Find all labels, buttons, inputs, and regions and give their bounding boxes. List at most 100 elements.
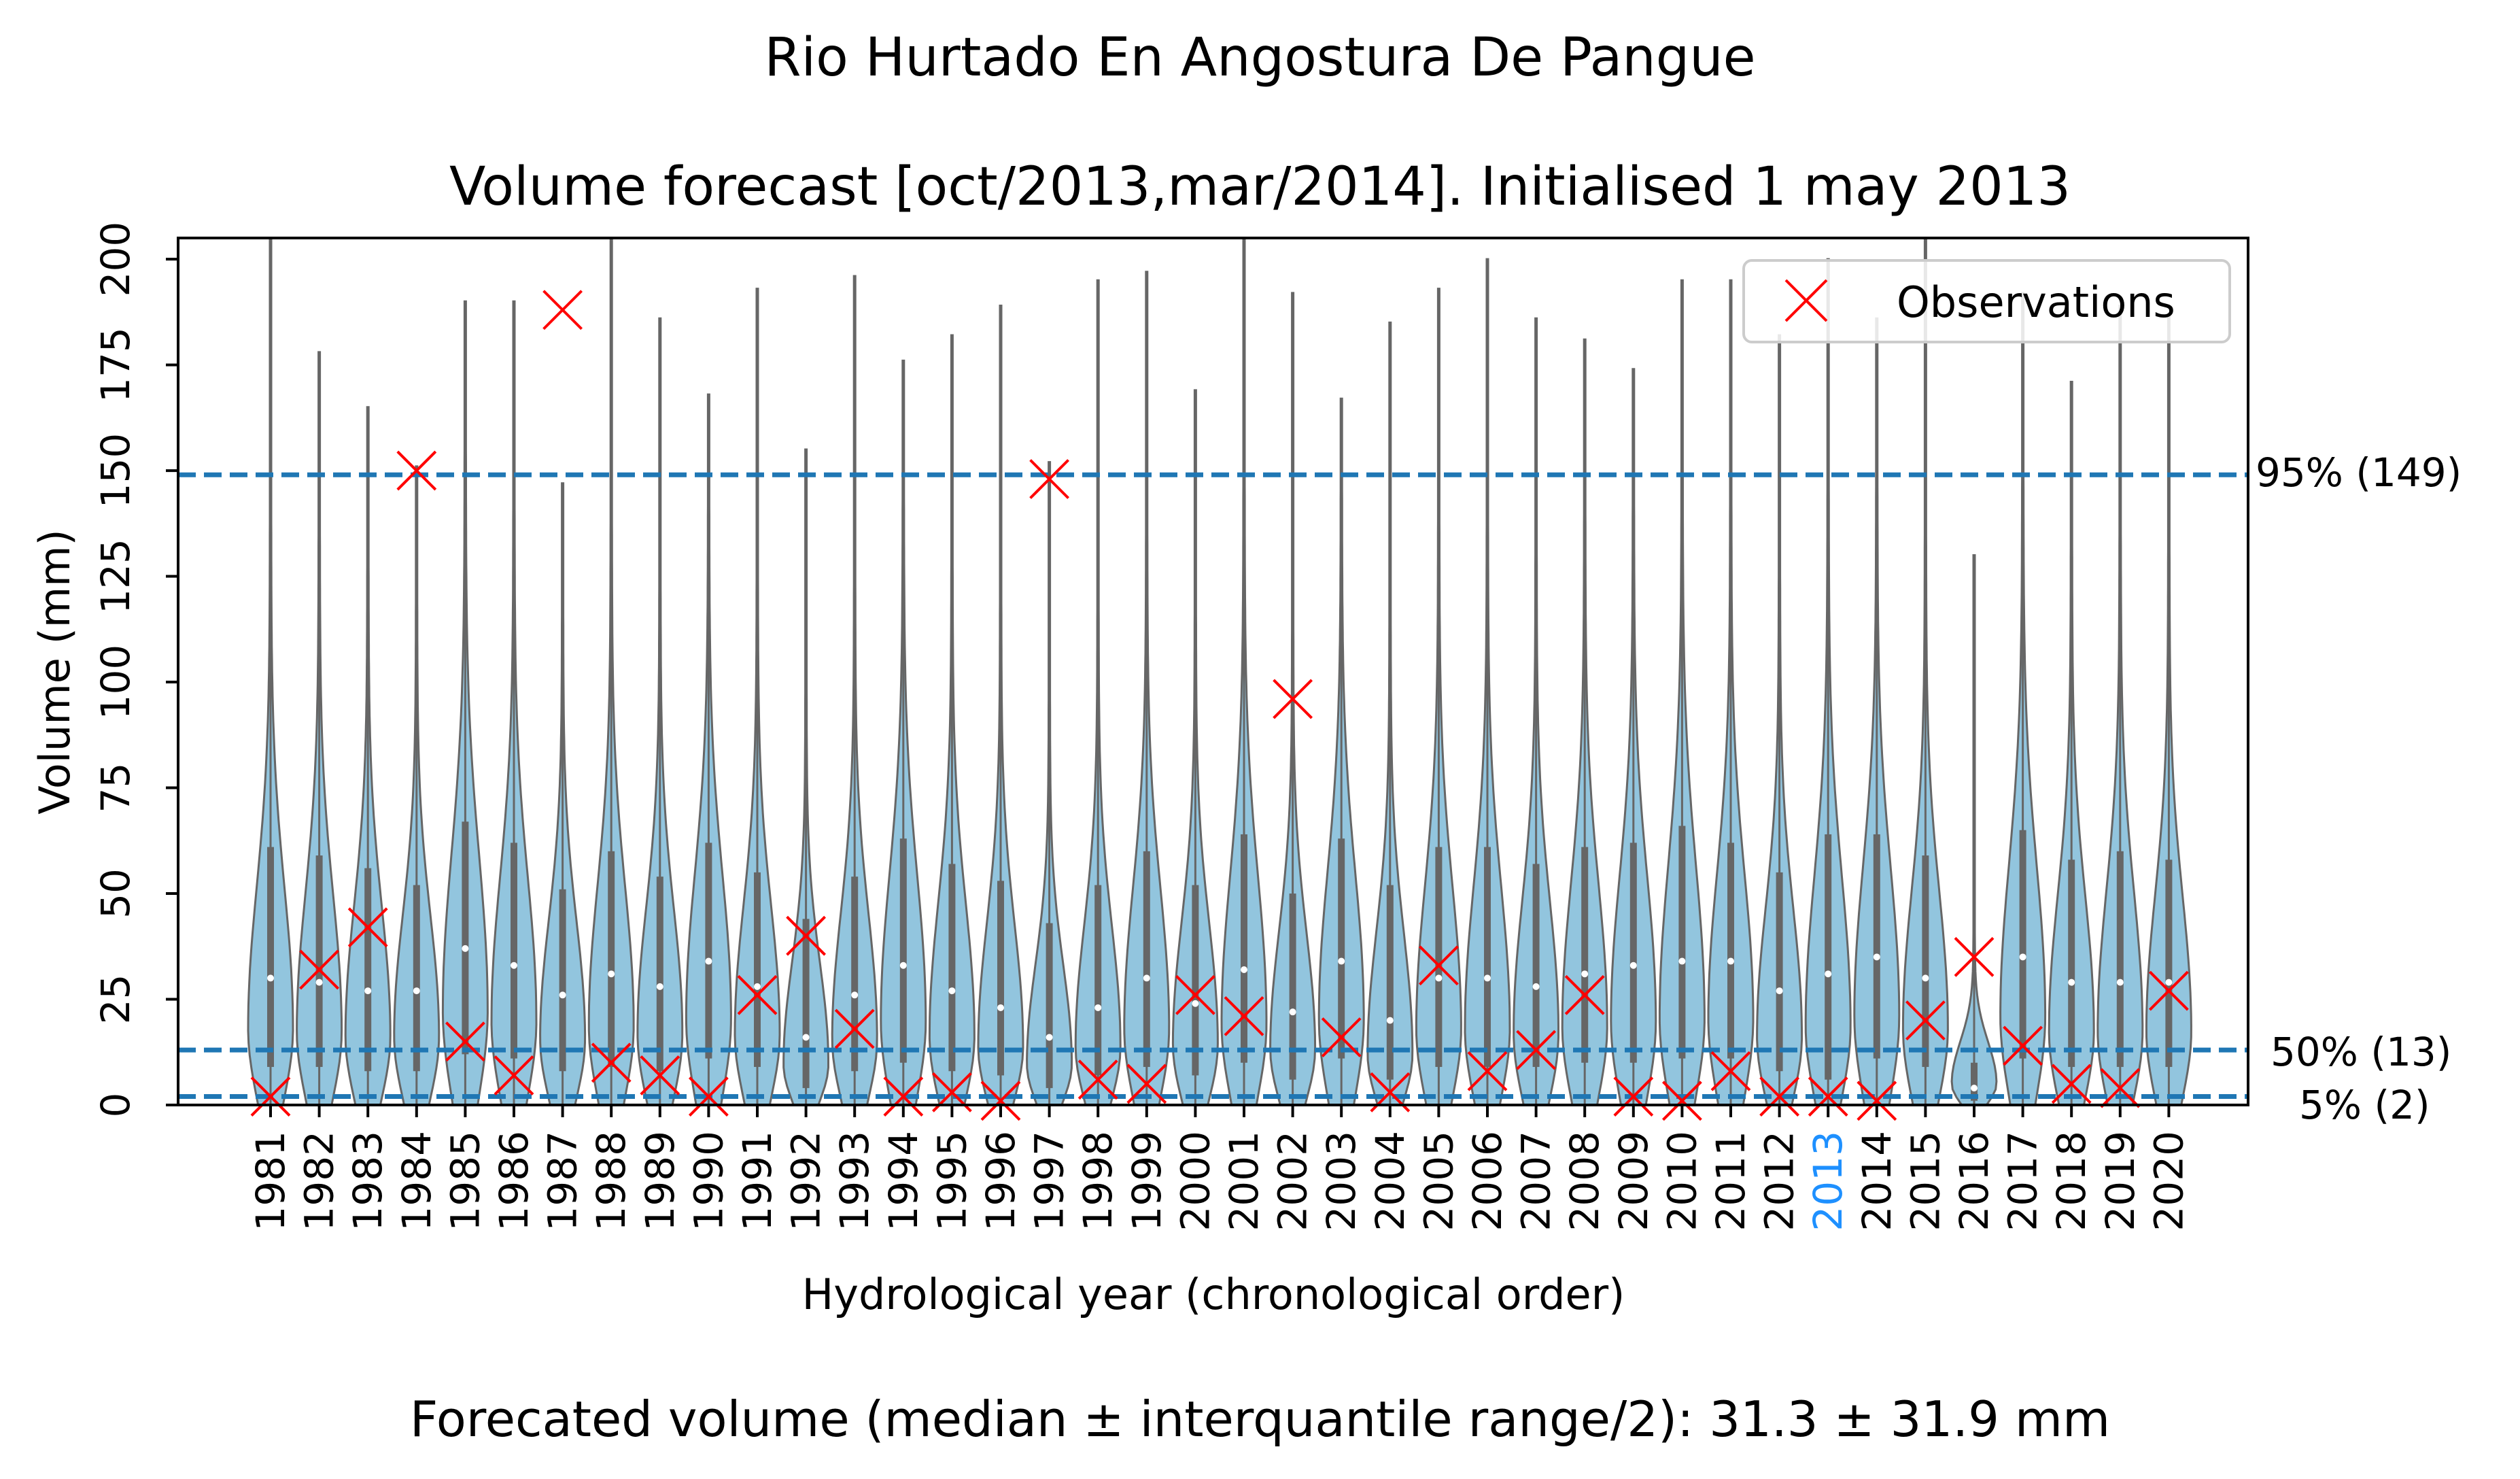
- violin-median: [559, 991, 566, 999]
- x-tick-label-2000: 2000: [1172, 1131, 1218, 1231]
- violin-median: [1825, 970, 1832, 978]
- violin-2013: [1804, 258, 1852, 1106]
- violin-1994: [880, 359, 927, 1106]
- violin-iqr-box: [1727, 843, 1734, 1059]
- x-tick-label-2010: 2010: [1659, 1131, 1705, 1231]
- violin-iqr-box: [1192, 885, 1199, 1076]
- violin-median: [997, 1004, 1004, 1011]
- violin-iqr-box: [705, 843, 712, 1059]
- violin-1984: [393, 465, 441, 1106]
- violin-1998: [1074, 279, 1122, 1106]
- observation-2010: [1661, 1081, 1702, 1121]
- violin-iqr-box: [2019, 830, 2026, 1059]
- x-axis: 1981 1982 1983 1984 1985 1986 1987 1988 1989 1990…: [247, 1105, 2192, 1231]
- reference-label-2: 5% (2): [2299, 1082, 2430, 1128]
- observation-2014: [1857, 1081, 1897, 1121]
- violin-median: [802, 1034, 810, 1041]
- observation-1981: [250, 1076, 291, 1117]
- observation-2017: [2003, 1025, 2043, 1066]
- observation-1988: [591, 1042, 632, 1083]
- violin-median: [1192, 1000, 1199, 1007]
- violin-2017: [1999, 292, 2047, 1106]
- x-tick-label-1992: 1992: [783, 1131, 829, 1231]
- violin-1997: [1026, 461, 1073, 1106]
- observation-1993: [834, 1008, 875, 1049]
- violin-iqr-box: [802, 919, 810, 1089]
- violins-layer: [247, 237, 2192, 1106]
- violin-median: [1581, 970, 1589, 978]
- x-tick-label-2017: 2017: [2000, 1131, 2046, 1231]
- violin-iqr-box: [559, 889, 566, 1072]
- violin-1993: [831, 275, 878, 1106]
- y-tick-label: 200: [92, 222, 139, 297]
- chart-title: Volume forecast [oct/2013,mar/2014]. Ini…: [449, 156, 2071, 218]
- observation-1992: [786, 915, 827, 956]
- violin-median: [1046, 1034, 1053, 1041]
- violin-median: [1435, 974, 1443, 982]
- violin-median: [1678, 957, 1686, 965]
- violin-median: [1971, 1085, 1978, 1092]
- x-tick-label-1997: 1997: [1026, 1131, 1073, 1231]
- x-tick-label-1984: 1984: [394, 1131, 440, 1231]
- x-tick-label-2003: 2003: [1318, 1131, 1364, 1231]
- y-axis-label: Volume (mm): [30, 529, 80, 814]
- violin-median: [2068, 979, 2075, 986]
- violin-iqr-box: [1241, 834, 1247, 1063]
- x-tick-label-2004: 2004: [1367, 1131, 1413, 1231]
- y-tick-label: 125: [92, 539, 139, 614]
- x-tick-label-2015: 2015: [1902, 1131, 1948, 1231]
- observation-1986: [494, 1055, 534, 1095]
- observation-1985: [445, 1021, 485, 1062]
- violin-2000: [1171, 389, 1219, 1106]
- x-tick-label-2019: 2019: [2097, 1131, 2143, 1231]
- x-tick-label-2018: 2018: [2048, 1131, 2094, 1231]
- violin-iqr-box: [315, 855, 323, 1068]
- violin-2005: [1415, 288, 1462, 1106]
- x-tick-label-1983: 1983: [345, 1131, 391, 1231]
- violin-median: [1289, 1008, 1296, 1016]
- observation-2005: [1418, 945, 1459, 986]
- observation-1997: [1029, 459, 1070, 499]
- observation-1990: [688, 1076, 729, 1117]
- legend-box: [1742, 259, 2231, 343]
- violin-iqr-box: [364, 868, 372, 1072]
- violin-2018: [2048, 381, 2095, 1106]
- violin-2012: [1756, 334, 1803, 1106]
- violin-median: [1386, 1017, 1394, 1024]
- x-tick-label-2005: 2005: [1415, 1131, 1462, 1231]
- violin-iqr-box: [1873, 834, 1880, 1059]
- violin-iqr-box: [1629, 843, 1637, 1063]
- violin-iqr-box: [1386, 885, 1394, 1080]
- x-tick-label-1998: 1998: [1075, 1131, 1121, 1231]
- x-tick-label-1995: 1995: [929, 1131, 975, 1231]
- observation-2015: [1905, 1000, 1946, 1041]
- observation-1982: [299, 949, 340, 990]
- x-tick-label-1993: 1993: [831, 1131, 878, 1231]
- legend-label: Observations: [1897, 277, 2175, 327]
- forecast-summary: Forecated volume (median ± interquantile…: [409, 1391, 2111, 1448]
- violin-1986: [490, 300, 538, 1106]
- x-tick-label-1987: 1987: [540, 1131, 586, 1231]
- violin-iqr-box: [656, 877, 663, 1072]
- violin-2007: [1513, 317, 1559, 1106]
- violin-1981: [247, 237, 294, 1106]
- violin-median: [1094, 1004, 1102, 1011]
- x-tick-label-2011: 2011: [1708, 1131, 1754, 1231]
- violin-iqr-box: [511, 843, 517, 1059]
- violin-median: [754, 983, 761, 990]
- violin-median: [364, 987, 372, 995]
- violin-iqr-box: [1971, 1062, 1978, 1101]
- violin-2001: [1220, 237, 1268, 1106]
- violin-iqr-box: [948, 864, 956, 1072]
- observation-2018: [2051, 1064, 2092, 1104]
- violin-median: [2019, 953, 2026, 961]
- violin-2006: [1464, 258, 1511, 1106]
- violin-median: [1776, 987, 1783, 995]
- violin-1996: [977, 305, 1024, 1106]
- violin-1987: [539, 482, 587, 1106]
- violin-iqr-box: [1776, 872, 1783, 1072]
- y-axis: 0 25 50 75 100 125 150 175 200: [92, 222, 178, 1117]
- violin-median: [851, 991, 859, 999]
- observation-2007: [1516, 1030, 1557, 1070]
